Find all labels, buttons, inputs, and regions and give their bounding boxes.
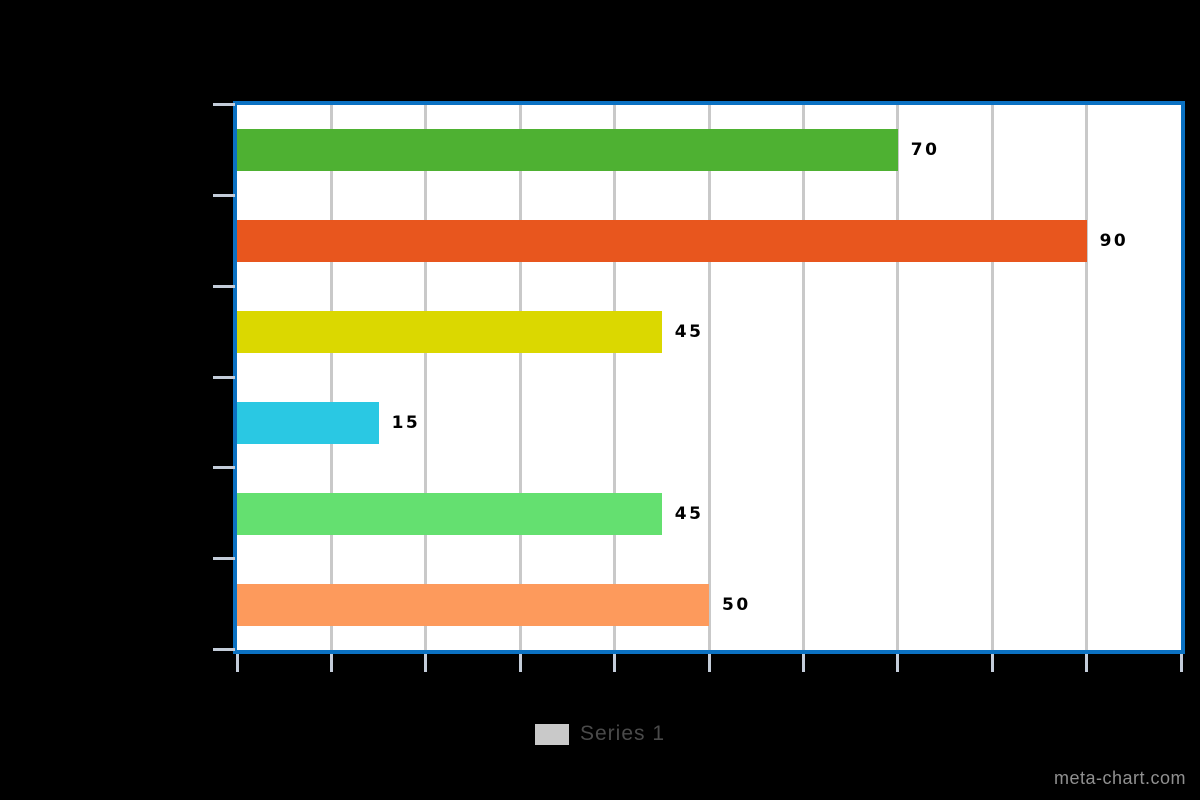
gridline: [1085, 105, 1089, 650]
bar-value-label-2: 90: [1099, 231, 1129, 252]
gridline: [801, 105, 805, 650]
y-tick: [213, 375, 235, 379]
bar-1: [237, 129, 898, 172]
y-tick: [213, 193, 235, 197]
x-tick: [518, 654, 522, 672]
gridline: [896, 105, 900, 650]
bar-value-label-1: 70: [910, 140, 940, 161]
legend: Series 1: [0, 722, 1200, 746]
gridline: [424, 105, 428, 650]
y-tick: [213, 103, 235, 106]
bar-6: [237, 583, 709, 626]
watermark: meta-chart.com: [1053, 768, 1186, 788]
gridline: [329, 105, 333, 650]
x-tick: [1085, 654, 1089, 672]
plot-area: 70 90 45 15 45 50: [233, 101, 1185, 654]
y-tick: [213, 466, 235, 470]
y-tick: [213, 284, 235, 288]
y-tick: [213, 557, 235, 561]
legend-label: Series 1: [579, 722, 666, 745]
bar-value-label-4: 15: [391, 412, 421, 433]
gridline: [707, 105, 711, 650]
gridline: [613, 105, 617, 650]
bar-value-label-6: 50: [722, 594, 751, 615]
x-tick: [990, 654, 994, 672]
x-tick: [896, 654, 900, 672]
bar-5: [237, 492, 662, 535]
bar-3: [237, 311, 662, 354]
bar-value-label-3: 45: [674, 322, 704, 343]
x-tick: [801, 654, 805, 672]
x-tick: [1179, 654, 1183, 672]
bar-4: [237, 401, 379, 444]
y-tick: [213, 648, 235, 651]
x-tick: [707, 654, 711, 672]
bar-2: [237, 220, 1087, 263]
x-tick: [613, 654, 617, 672]
legend-swatch-series-1: [534, 723, 569, 745]
gridline: [990, 105, 994, 650]
bar-value-label-5: 45: [674, 503, 704, 524]
x-tick: [424, 654, 428, 672]
x-tick: [235, 654, 239, 672]
gridline: [518, 105, 522, 650]
x-tick: [329, 654, 333, 672]
